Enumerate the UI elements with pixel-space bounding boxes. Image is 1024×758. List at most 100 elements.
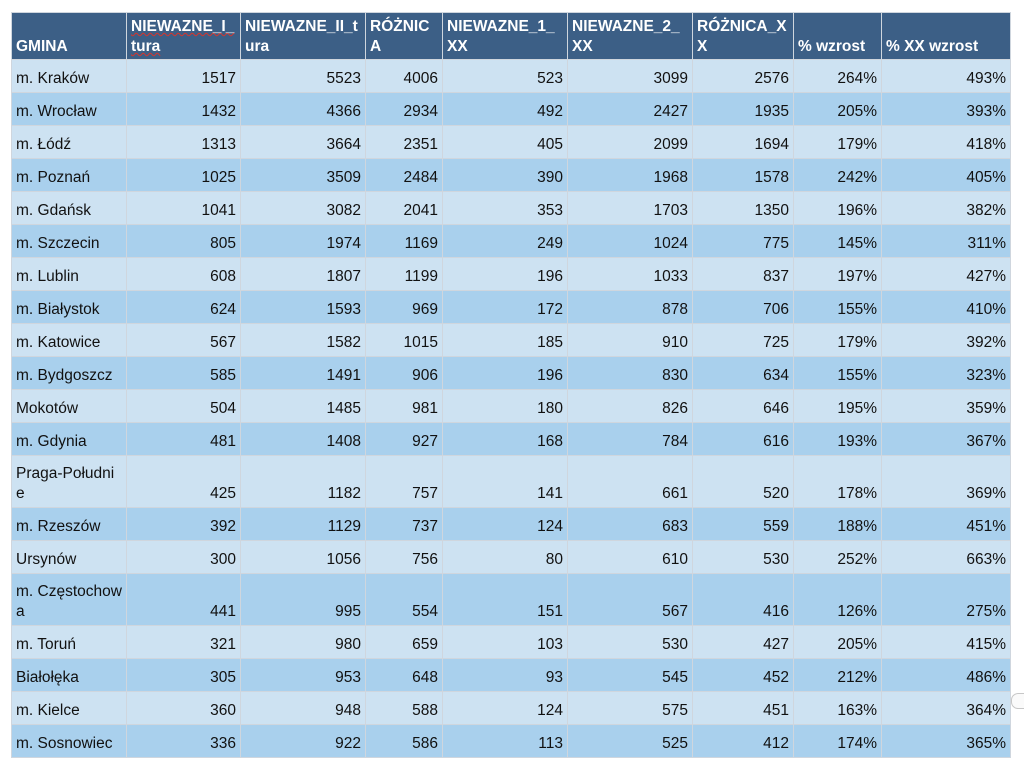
value-cell[interactable]: 1015	[365, 323, 443, 357]
value-cell[interactable]: 415%	[881, 625, 1011, 659]
value-cell[interactable]: 441	[126, 573, 241, 626]
value-cell[interactable]: 451	[692, 691, 794, 725]
value-cell[interactable]: 659	[365, 625, 443, 659]
gmina-cell[interactable]: m. Kielce	[11, 691, 127, 725]
gmina-cell[interactable]: m. Lublin	[11, 257, 127, 291]
value-cell[interactable]: 830	[567, 356, 693, 390]
value-cell[interactable]: 554	[365, 573, 443, 626]
value-cell[interactable]: 1968	[567, 158, 693, 192]
value-cell[interactable]: 180	[442, 389, 568, 423]
value-cell[interactable]: 1024	[567, 224, 693, 258]
gmina-cell[interactable]: m. Łódź	[11, 125, 127, 159]
gmina-cell[interactable]: Mokotów	[11, 389, 127, 423]
gmina-cell[interactable]: m. Wrocław	[11, 92, 127, 126]
header-cell-pct-wzrost[interactable]: % wzrost	[793, 12, 882, 60]
value-cell[interactable]: 196%	[793, 191, 882, 225]
value-cell[interactable]: 906	[365, 356, 443, 390]
value-cell[interactable]: 163%	[793, 691, 882, 725]
value-cell[interactable]: 775	[692, 224, 794, 258]
value-cell[interactable]: 922	[240, 724, 366, 758]
value-cell[interactable]: 805	[126, 224, 241, 258]
header-cell-niewazne-ii-tura[interactable]: NIEWAZNE_II_tura	[240, 12, 366, 60]
value-cell[interactable]: 1129	[240, 507, 366, 541]
value-cell[interactable]: 585	[126, 356, 241, 390]
value-cell[interactable]: 1974	[240, 224, 366, 258]
value-cell[interactable]: 646	[692, 389, 794, 423]
value-cell[interactable]: 648	[365, 658, 443, 692]
value-cell[interactable]: 1182	[240, 455, 366, 508]
value-cell[interactable]: 737	[365, 507, 443, 541]
value-cell[interactable]: 2427	[567, 92, 693, 126]
value-cell[interactable]: 530	[567, 625, 693, 659]
value-cell[interactable]: 1408	[240, 422, 366, 456]
header-cell-roznica[interactable]: RÓŻNICA	[365, 12, 443, 60]
value-cell[interactable]: 311%	[881, 224, 1011, 258]
gmina-cell[interactable]: m. Toruń	[11, 625, 127, 659]
value-cell[interactable]: 2934	[365, 92, 443, 126]
gmina-cell[interactable]: m. Bydgoszcz	[11, 356, 127, 390]
value-cell[interactable]: 1593	[240, 290, 366, 324]
value-cell[interactable]: 364%	[881, 691, 1011, 725]
value-cell[interactable]: 525	[567, 724, 693, 758]
value-cell[interactable]: 706	[692, 290, 794, 324]
spellcheck-flagged-text[interactable]: NIEWAZNE_I_tura	[131, 18, 235, 55]
gmina-cell[interactable]: m. Sosnowiec	[11, 724, 127, 758]
value-cell[interactable]: 520	[692, 455, 794, 508]
value-cell[interactable]: 634	[692, 356, 794, 390]
value-cell[interactable]: 878	[567, 290, 693, 324]
value-cell[interactable]: 545	[567, 658, 693, 692]
value-cell[interactable]: 1485	[240, 389, 366, 423]
value-cell[interactable]: 969	[365, 290, 443, 324]
value-cell[interactable]: 196	[442, 257, 568, 291]
value-cell[interactable]: 575	[567, 691, 693, 725]
value-cell[interactable]: 197%	[793, 257, 882, 291]
value-cell[interactable]: 567	[126, 323, 241, 357]
value-cell[interactable]: 367%	[881, 422, 1011, 456]
value-cell[interactable]: 837	[692, 257, 794, 291]
value-cell[interactable]: 530	[692, 540, 794, 574]
header-cell-niewazne-2-xx[interactable]: NIEWAZNE_2_XX	[567, 12, 693, 60]
value-cell[interactable]: 559	[692, 507, 794, 541]
value-cell[interactable]: 1041	[126, 191, 241, 225]
value-cell[interactable]: 504	[126, 389, 241, 423]
value-cell[interactable]: 126%	[793, 573, 882, 626]
value-cell[interactable]: 910	[567, 323, 693, 357]
value-cell[interactable]: 155%	[793, 356, 882, 390]
value-cell[interactable]: 1491	[240, 356, 366, 390]
value-cell[interactable]: 212%	[793, 658, 882, 692]
value-cell[interactable]: 305	[126, 658, 241, 692]
value-cell[interactable]: 486%	[881, 658, 1011, 692]
value-cell[interactable]: 2576	[692, 59, 794, 93]
header-cell-niewazne-i-tura[interactable]: NIEWAZNE_I_tura	[126, 12, 241, 60]
value-cell[interactable]: 948	[240, 691, 366, 725]
value-cell[interactable]: 5523	[240, 59, 366, 93]
value-cell[interactable]: 124	[442, 691, 568, 725]
value-cell[interactable]: 390	[442, 158, 568, 192]
value-cell[interactable]: 523	[442, 59, 568, 93]
value-cell[interactable]: 1432	[126, 92, 241, 126]
value-cell[interactable]: 168	[442, 422, 568, 456]
value-cell[interactable]: 1313	[126, 125, 241, 159]
value-cell[interactable]: 124	[442, 507, 568, 541]
value-cell[interactable]: 252%	[793, 540, 882, 574]
gmina-cell[interactable]: m. Białystok	[11, 290, 127, 324]
header-cell-pct-xx-wzrost[interactable]: % XX wzrost	[881, 12, 1011, 60]
value-cell[interactable]: 410%	[881, 290, 1011, 324]
value-cell[interactable]: 178%	[793, 455, 882, 508]
value-cell[interactable]: 756	[365, 540, 443, 574]
value-cell[interactable]: 1807	[240, 257, 366, 291]
value-cell[interactable]: 393%	[881, 92, 1011, 126]
value-cell[interactable]: 321	[126, 625, 241, 659]
value-cell[interactable]: 1582	[240, 323, 366, 357]
value-cell[interactable]: 927	[365, 422, 443, 456]
value-cell[interactable]: 249	[442, 224, 568, 258]
value-cell[interactable]: 405	[442, 125, 568, 159]
value-cell[interactable]: 2099	[567, 125, 693, 159]
gmina-cell[interactable]: m. Rzeszów	[11, 507, 127, 541]
value-cell[interactable]: 661	[567, 455, 693, 508]
gmina-cell[interactable]: m. Częstochowa	[11, 573, 127, 626]
value-cell[interactable]: 93	[442, 658, 568, 692]
value-cell[interactable]: 174%	[793, 724, 882, 758]
header-cell-roznica-xx[interactable]: RÓŻNICA_XX	[692, 12, 794, 60]
header-cell-niewazne-1-xx[interactable]: NIEWAZNE_1_XX	[442, 12, 568, 60]
